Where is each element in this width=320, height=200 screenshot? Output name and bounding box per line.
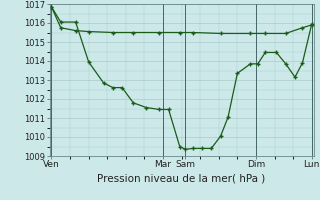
X-axis label: Pression niveau de la mer( hPa ): Pression niveau de la mer( hPa ) [98,173,266,183]
